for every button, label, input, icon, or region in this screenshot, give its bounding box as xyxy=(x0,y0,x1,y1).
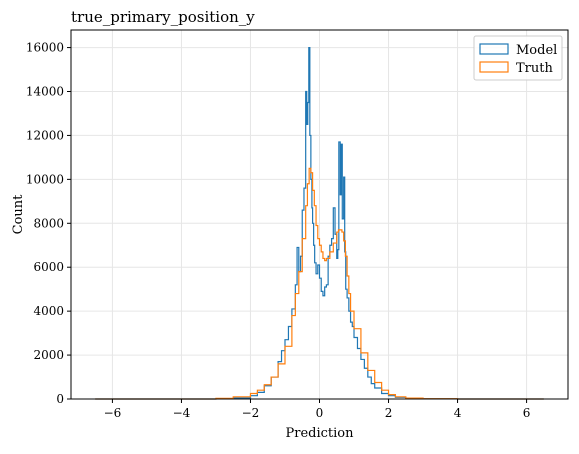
x-axis-label: Prediction xyxy=(286,426,355,441)
x-tick-label: 6 xyxy=(523,406,531,420)
legend-box xyxy=(473,35,563,81)
y-tick-label: 4000 xyxy=(33,304,64,318)
y-tick-label: 10000 xyxy=(26,172,64,186)
x-tick-label: 4 xyxy=(454,406,462,420)
series-truth-line xyxy=(95,167,544,400)
y-tick-label: 12000 xyxy=(26,128,64,142)
y-tick-label: 6000 xyxy=(33,260,64,274)
legend-label-model: Model xyxy=(516,43,557,58)
y-tick-label: 14000 xyxy=(26,85,64,99)
legend: Model Truth xyxy=(473,35,563,81)
chart-title: true_primary_position_y xyxy=(71,8,255,26)
legend-label-truth: Truth xyxy=(516,61,553,76)
grid-layer xyxy=(71,30,568,400)
y-tick-label: 8000 xyxy=(33,216,64,230)
x-tick-label: −2 xyxy=(242,406,260,420)
x-tick-label: 2 xyxy=(385,406,393,420)
y-tick-label: 0 xyxy=(56,392,64,406)
legend-swatch-truth xyxy=(479,61,509,73)
x-tick-label: −6 xyxy=(104,406,122,420)
tick-layer: −6 −4 −2 0 2 4 6 0 2000 4000 6000 8000 10000 12000 140… xyxy=(26,41,531,420)
y-tick-label: 16000 xyxy=(26,41,64,55)
y-tick-label: 2000 xyxy=(33,348,64,362)
legend-swatch-model xyxy=(479,43,509,55)
y-axis-label: Count xyxy=(11,194,26,235)
series-layer xyxy=(95,46,544,400)
x-tick-label: 0 xyxy=(316,406,324,420)
x-tick-label: −4 xyxy=(173,406,191,420)
